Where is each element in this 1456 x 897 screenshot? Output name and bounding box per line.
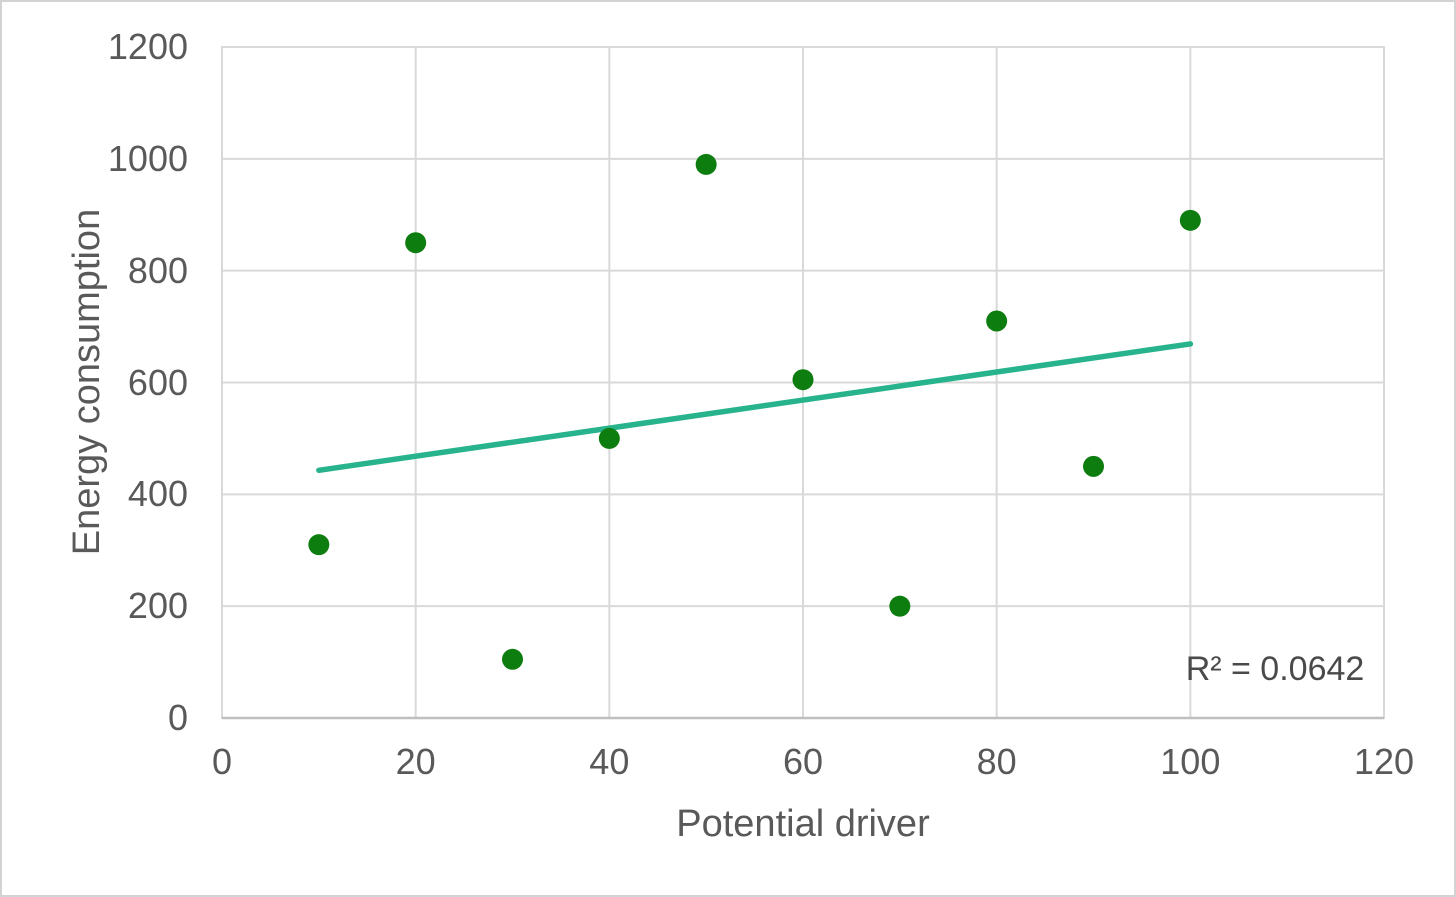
y-tick-label: 1200	[107, 26, 188, 67]
data-point	[502, 648, 523, 670]
y-tick-label: 1000	[107, 137, 188, 179]
x-tick-label: 100	[1160, 741, 1221, 782]
y-axis-title: Energy consumption	[66, 208, 108, 556]
x-tick-label: 120	[1353, 741, 1415, 782]
x-tick-label: 60	[782, 741, 824, 782]
trendline	[316, 341, 1194, 474]
data-point	[792, 369, 814, 391]
y-tick-label: 800	[127, 249, 188, 291]
x-tick-label: 80	[976, 741, 1017, 782]
x-tick-label: 0	[211, 741, 233, 782]
y-tick-label: 200	[127, 585, 188, 627]
data-point	[889, 595, 911, 617]
data-point	[1179, 209, 1201, 231]
r-squared-annotation: R² = 0.0642	[1185, 650, 1365, 688]
data-point	[308, 534, 330, 556]
y-tick-label: 0	[167, 697, 188, 738]
x-tick-label: 20	[395, 741, 436, 782]
y-tick-label: 600	[127, 361, 188, 403]
data-point	[1083, 455, 1104, 477]
x-tick-label: 40	[589, 741, 630, 782]
data-point	[598, 427, 620, 449]
y-tick-label: 400	[127, 473, 188, 515]
data-point	[695, 153, 717, 175]
data-point	[986, 310, 1008, 332]
x-axis-title: Potential driver	[676, 803, 930, 845]
data-point	[405, 232, 427, 254]
